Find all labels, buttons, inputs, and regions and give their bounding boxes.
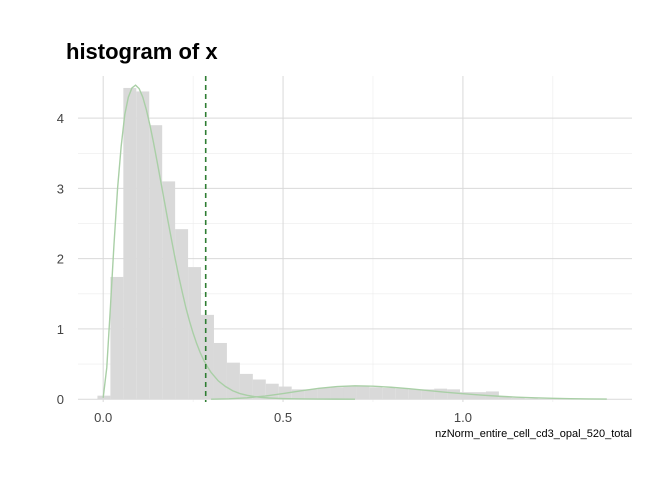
histogram-bar bbox=[330, 387, 344, 400]
histogram-bar bbox=[110, 276, 124, 400]
histogram-bar bbox=[356, 386, 370, 400]
x-axis-title: nzNorm_entire_cell_cd3_opal_520_total bbox=[435, 428, 632, 440]
histogram-bar bbox=[201, 314, 214, 400]
histogram-bar bbox=[175, 229, 189, 400]
histogram-bar bbox=[252, 379, 266, 400]
density-curve bbox=[102, 84, 356, 400]
density-curve bbox=[211, 385, 607, 400]
histogram-bar bbox=[421, 389, 435, 400]
y-tick-label: 4 bbox=[57, 111, 64, 126]
chart-title: histogram of x bbox=[66, 39, 218, 64]
histogram-bar bbox=[408, 389, 422, 400]
histogram-bar bbox=[460, 392, 473, 400]
y-tick-label: 0 bbox=[57, 392, 64, 407]
histogram-bar bbox=[343, 386, 357, 400]
y-tick-labels: 0 1 2 3 4 bbox=[57, 111, 64, 407]
histogram-bar bbox=[136, 91, 150, 400]
y-tick-label: 1 bbox=[57, 322, 64, 337]
histogram-bar bbox=[162, 181, 176, 400]
histogram-bars bbox=[97, 87, 538, 400]
histogram-bar bbox=[395, 388, 409, 400]
histogram-bar bbox=[524, 398, 538, 400]
histogram-bar bbox=[239, 373, 253, 400]
histogram-bar bbox=[434, 388, 448, 400]
histogram-bar bbox=[369, 387, 383, 400]
histogram-bar bbox=[291, 389, 305, 400]
histogram-bar bbox=[265, 383, 279, 400]
x-tick-label: 1.0 bbox=[454, 410, 472, 425]
histogram-bar bbox=[382, 387, 396, 400]
histogram-bar bbox=[123, 87, 137, 400]
histogram-bar bbox=[213, 342, 227, 400]
density-curves bbox=[102, 84, 607, 400]
y-tick-label: 3 bbox=[57, 181, 64, 196]
histogram-bar bbox=[226, 362, 240, 400]
y-tick-label: 2 bbox=[57, 252, 64, 267]
histogram-bar bbox=[317, 387, 331, 400]
histogram-bar bbox=[149, 125, 163, 400]
x-tick-label: 0.0 bbox=[94, 410, 112, 425]
histogram-bar bbox=[304, 389, 318, 400]
histogram-bar bbox=[188, 267, 202, 400]
histogram-bar bbox=[511, 397, 525, 400]
x-tick-label: 0.5 bbox=[274, 410, 292, 425]
histogram-bar bbox=[447, 389, 461, 400]
histogram-bar bbox=[498, 396, 512, 400]
x-tick-labels: 0.0 0.5 1.0 bbox=[94, 410, 472, 425]
